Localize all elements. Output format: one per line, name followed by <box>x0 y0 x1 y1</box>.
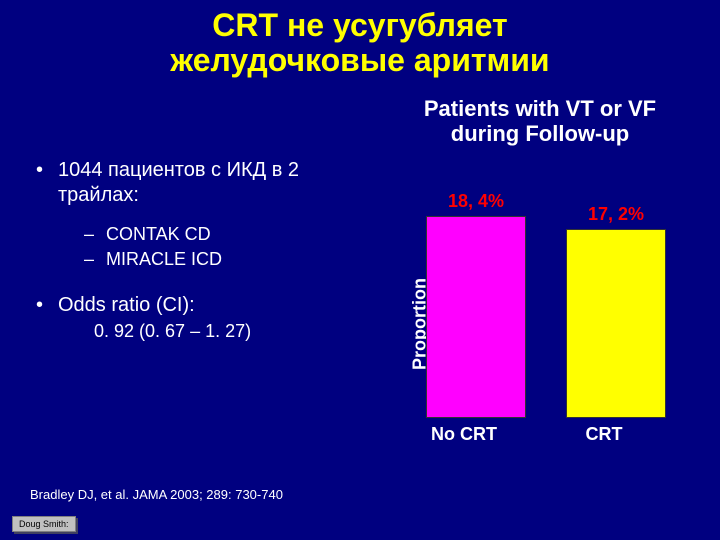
slide-title: CRT не усугубляет желудочковые аритмии <box>0 0 720 78</box>
bullet-list: • 1044 пациентов с ИКД в 2 трайлах: – CO… <box>36 158 376 342</box>
chart-title-line-1: Patients with VT or VF <box>380 96 700 121</box>
footer-tag: Doug Smith: <box>12 516 76 532</box>
plot-area: 18, 4%17, 2% <box>408 198 696 418</box>
sub-bullets: – CONTAK CD – MIRACLE ICD <box>84 222 376 272</box>
bar-chart: Proportion 18, 4%17, 2% No CRTCRT <box>396 198 696 450</box>
bullet-2-text: Odds ratio (CI): <box>58 294 195 317</box>
bar-value-label: 17, 2% <box>566 204 666 225</box>
chart-title-line-2: during Follow-up <box>380 121 700 146</box>
citation: Bradley DJ, et al. JAMA 2003; 289: 730-7… <box>30 487 283 502</box>
title-line-2: желудочковые аритмии <box>0 43 720 78</box>
x-tick-label: CRT <box>534 424 674 445</box>
dash-icon: – <box>84 222 106 247</box>
dash-icon: – <box>84 247 106 272</box>
bar <box>426 216 526 418</box>
bullet-dot-icon: • <box>36 158 58 208</box>
bullet-1-text: 1044 пациентов с ИКД в 2 трайлах: <box>58 158 376 208</box>
sub-bullet-2-text: MIRACLE ICD <box>106 247 222 272</box>
sub-bullet-1: – CONTAK CD <box>84 222 376 247</box>
chart-title: Patients with VT or VF during Follow-up <box>380 96 700 147</box>
bar <box>566 229 666 418</box>
x-tick-label: No CRT <box>394 424 534 445</box>
bullet-2: • Odds ratio (CI): <box>36 294 376 317</box>
sub-bullet-2: – MIRACLE ICD <box>84 247 376 272</box>
sub-bullet-1-text: CONTAK CD <box>106 222 211 247</box>
bullet-1: • 1044 пациентов с ИКД в 2 трайлах: <box>36 158 376 208</box>
bullet-dot-icon: • <box>36 294 58 317</box>
bar-value-label: 18, 4% <box>426 191 526 212</box>
bullet-2-value: 0. 92 (0. 67 – 1. 27) <box>94 321 376 342</box>
title-line-1: CRT не усугубляет <box>0 8 720 43</box>
